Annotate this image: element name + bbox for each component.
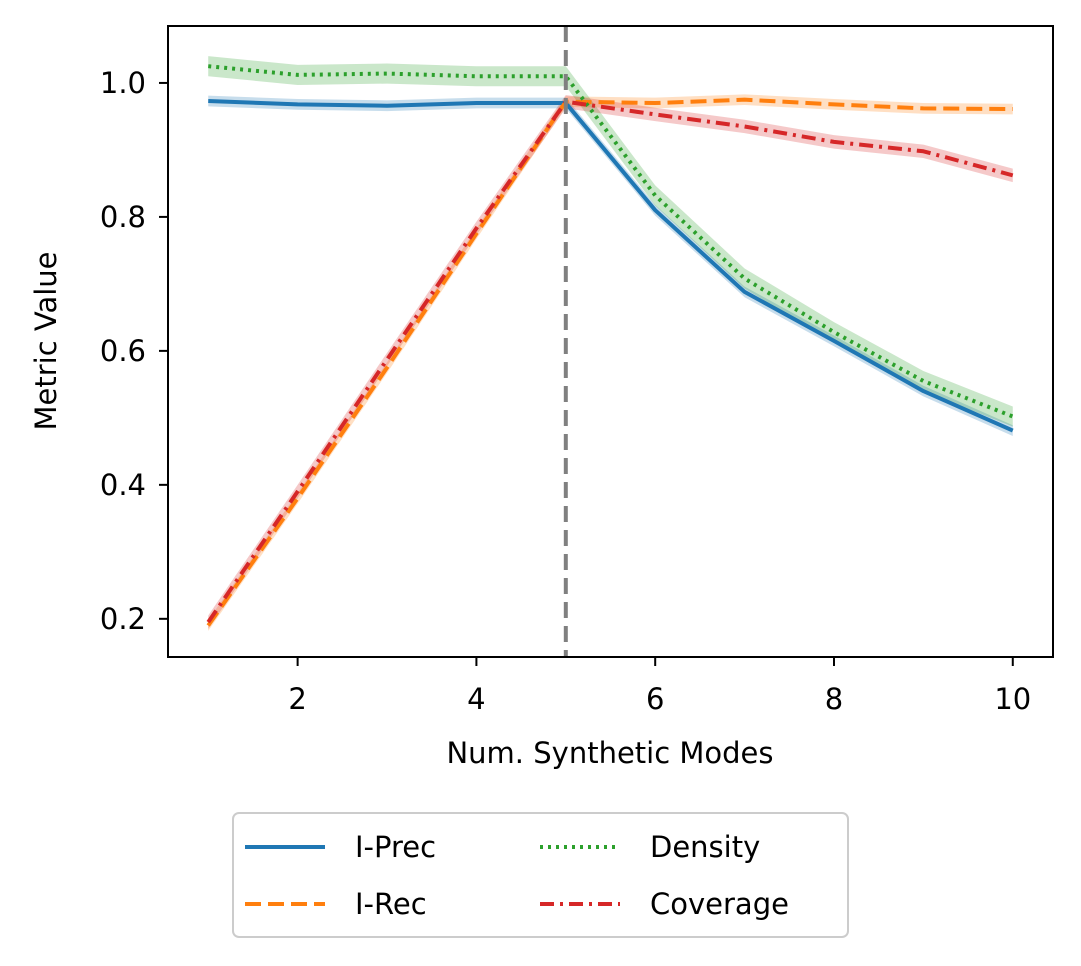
plot-area-frame [167,25,1054,658]
legend: I-Prec I-Rec Density Coverage [232,812,849,938]
x-axis-ticks: 2 4 6 8 10 [288,657,1031,716]
legend-label-i-rec: I-Rec [355,887,427,921]
y-tick-label: 1.0 [100,66,146,100]
y-tick-label: 0.2 [100,602,146,636]
series-line-i-prec [208,99,1014,433]
series-line-density [208,64,1014,419]
x-tick-label: 8 [825,682,843,716]
y-axis-label: Metric Value [29,251,63,430]
x-tick-label: 4 [467,682,485,716]
legend-label-coverage: Coverage [650,887,789,921]
legend-label-i-prec: I-Prec [355,830,436,864]
band-density [208,56,1013,427]
y-tick-label: 0.4 [100,468,146,502]
legend-box [232,812,849,938]
x-axis-label: Num. Synthetic Modes [446,736,773,770]
series-line-coverage [206,99,1014,624]
x-tick-label: 10 [994,682,1031,716]
confidence-bands [208,56,1013,631]
x-tick-label: 6 [646,682,664,716]
series-lines [206,64,1014,627]
y-tick-label: 0.6 [100,334,146,368]
band-coverage [208,94,1013,629]
x-tick-label: 2 [288,682,306,716]
y-axis-ticks: 0.2 0.4 0.6 0.8 1.0 [100,66,168,636]
series-line-i-rec [206,97,1013,627]
y-tick-label: 0.8 [100,200,146,234]
legend-label-density: Density [650,830,760,864]
